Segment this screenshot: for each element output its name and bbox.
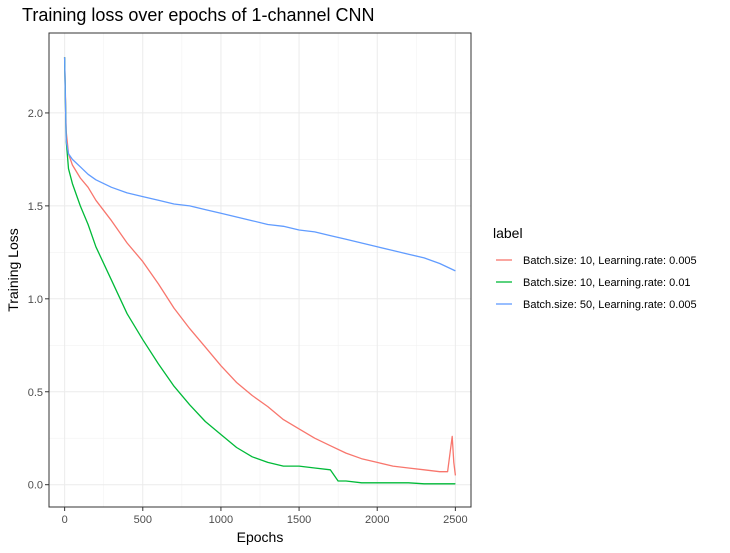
legend-title: label [493, 225, 523, 241]
legend-item: Batch.size: 10, Learning.rate: 0.005 [496, 255, 697, 267]
y-axis-title: Training Loss [5, 228, 21, 312]
legend-label: Batch.size: 10, Learning.rate: 0.01 [523, 277, 691, 289]
x-axis-title: Epochs [237, 529, 284, 545]
x-tick-label: 1500 [287, 514, 311, 526]
legend: label Batch.size: 10, Learning.rate: 0.0… [493, 225, 697, 311]
series-lines [63, 57, 457, 485]
plot-panel-border [48, 32, 472, 508]
series-line-2 [63, 57, 456, 485]
y-tick-label: 1.5 [28, 201, 43, 213]
y-tick-label: 0.5 [28, 387, 43, 399]
series-line-1 [63, 57, 457, 476]
x-tick-label: 2500 [443, 514, 467, 526]
y-axis: 0.0 0.5 1.0 1.5 2.0 [28, 108, 49, 492]
x-axis: 0 500 1000 1500 2000 2500 [62, 507, 468, 526]
y-tick-label: 0.0 [28, 480, 43, 492]
legend-item: Batch.size: 10, Learning.rate: 0.01 [496, 277, 691, 289]
x-tick-label: 2000 [365, 514, 389, 526]
y-tick-label: 2.0 [28, 108, 43, 120]
legend-item: Batch.size: 50, Learning.rate: 0.005 [496, 299, 697, 311]
x-tick-label: 1000 [209, 514, 233, 526]
grid [49, 33, 471, 507]
legend-label: Batch.size: 10, Learning.rate: 0.005 [523, 255, 697, 267]
series-line-3 [63, 57, 456, 272]
x-tick-label: 0 [62, 514, 68, 526]
x-tick-label: 500 [134, 514, 152, 526]
y-tick-label: 1.0 [28, 294, 43, 306]
legend-label: Batch.size: 50, Learning.rate: 0.005 [523, 299, 697, 311]
chart-title: Training loss over epochs of 1-channel C… [22, 5, 375, 25]
